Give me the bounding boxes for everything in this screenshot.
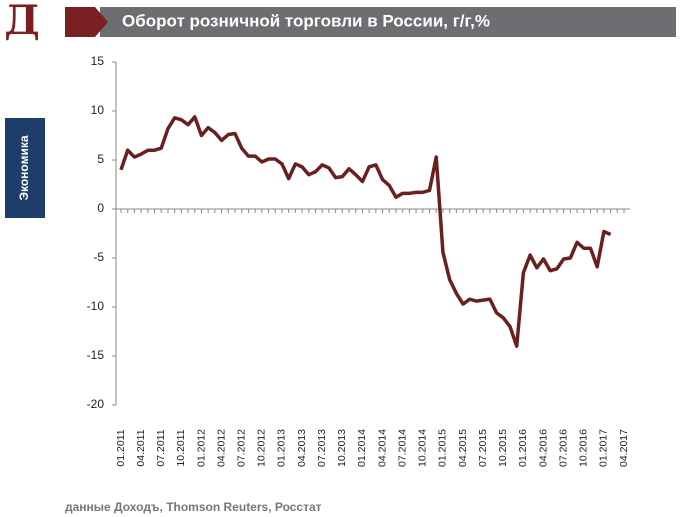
title-bar <box>100 7 676 37</box>
source: данные Доходъ, Thomson Reuters, Росстат <box>65 500 322 514</box>
x-tick-label: 07.2014 <box>396 429 408 467</box>
x-tick-label: 07.2011 <box>155 429 167 466</box>
data-line <box>119 115 612 348</box>
x-tick-label: 04.2013 <box>296 429 308 467</box>
side-label: Экономика <box>17 135 31 200</box>
x-tick-label: 04.2014 <box>376 429 388 467</box>
x-tick-label: 04.2011 <box>135 429 147 466</box>
y-tick-label: 15 <box>91 54 105 68</box>
x-tick-label: 01.2016 <box>517 429 529 467</box>
side-tab <box>5 118 45 218</box>
x-tick-label: 07.2015 <box>477 429 489 467</box>
x-tick-label: 04.2017 <box>618 429 630 467</box>
x-tick-label: 07.2016 <box>557 429 569 467</box>
x-tick-label: 01.2013 <box>276 429 288 467</box>
x-tick-label: 04.2012 <box>215 429 227 467</box>
x-tick-label: 07.2013 <box>316 429 328 467</box>
x-tick-label: 01.2012 <box>195 429 207 467</box>
y-tick-label: -5 <box>93 250 104 264</box>
x-tick-label: 01.2011 <box>115 429 127 466</box>
x-tick-label: 01.2017 <box>598 429 610 467</box>
y-tick-label: -20 <box>87 397 105 411</box>
y-tick-label: 10 <box>91 103 105 117</box>
x-tick-label: 04.2015 <box>457 429 469 467</box>
title-arrow <box>65 7 108 37</box>
x-tick-label: 10.2012 <box>256 429 268 467</box>
x-tick-label: 01.2014 <box>356 429 368 467</box>
x-tick-label: 01.2015 <box>437 429 449 467</box>
logo: Д <box>4 0 40 44</box>
y-tick-label: -10 <box>87 299 105 313</box>
y-tick-label: 5 <box>97 152 104 166</box>
x-tick-label: 10.2013 <box>336 429 348 467</box>
chart-title: Оборот розничной торговли в России, г/г,… <box>122 11 490 30</box>
x-tick-label: 10.2014 <box>417 429 429 467</box>
x-tick-label: 10.2011 <box>175 429 187 466</box>
x-tick-label: 10.2016 <box>578 429 590 467</box>
x-tick-label: 07.2012 <box>236 429 248 467</box>
y-tick-label: -15 <box>87 348 105 362</box>
y-tick-label: 0 <box>97 201 104 215</box>
x-tick-label: 04.2016 <box>537 429 549 467</box>
x-tick-label: 10.2015 <box>497 429 509 467</box>
